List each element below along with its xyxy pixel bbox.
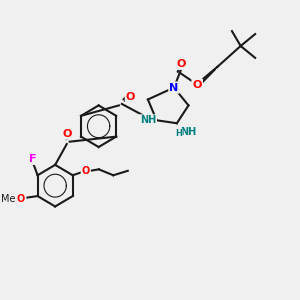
Text: O: O [193,80,202,90]
Text: O: O [16,194,24,204]
Text: O: O [62,129,71,139]
Text: N: N [169,82,178,93]
Text: Me: Me [2,194,16,204]
Text: O: O [176,59,186,69]
Text: NH: NH [180,127,196,137]
Text: H: H [175,129,182,138]
Text: NH: NH [140,115,156,125]
Text: O: O [126,92,135,101]
Text: O: O [82,166,90,176]
Text: F: F [29,154,37,164]
